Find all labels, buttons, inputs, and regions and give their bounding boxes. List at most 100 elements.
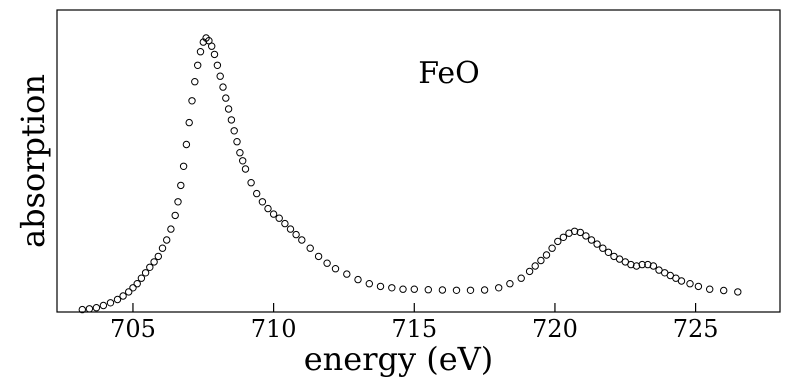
data-point [177,181,185,190]
data-point [365,280,373,288]
x-tick-label: 725 [673,315,719,343]
data-point [253,189,261,198]
data-point [210,50,219,59]
data-point [222,94,230,102]
data-point [241,165,250,173]
data-point [734,288,742,296]
data-point [179,162,188,171]
data-point [150,258,158,266]
data-point [196,48,205,56]
data-point [269,210,278,218]
data-point [216,72,224,80]
data-point [480,286,489,294]
sample-annotation: FeO [418,56,480,91]
data-points [78,34,742,314]
data-point [236,149,244,157]
data-point [106,299,115,307]
data-point [410,285,418,293]
data-point [298,236,306,244]
data-point [167,225,175,233]
plot-area-frame [56,9,781,313]
data-point [495,284,503,292]
data-point [554,237,562,246]
data-point [638,260,646,269]
data-point [314,252,323,261]
data-point [466,286,475,294]
data-point [548,244,556,252]
data-point [133,280,141,288]
data-point [258,198,267,206]
data-point [141,269,150,277]
data-point [125,288,133,296]
data-point [306,244,314,252]
data-point [146,263,154,271]
data-point [247,179,255,187]
data-point [506,280,514,288]
data-point [275,214,283,222]
data-point [720,286,728,295]
x-tick-label: 720 [532,315,578,343]
x-axis-tick-labels: 705 710 715 720 725 [110,315,718,343]
data-point [649,262,658,270]
data-point [292,230,300,239]
data-point [593,240,601,248]
data-point [582,232,590,240]
data-point [163,236,171,244]
x-axis-label: energy (eV) [304,340,494,378]
data-point [354,275,362,284]
data-point [185,118,193,127]
data-point [191,78,199,86]
data-point [576,228,584,237]
x-axis-ticks [132,303,697,312]
data-point [182,140,191,149]
x-tick-label: 715 [391,315,437,343]
data-point [219,83,227,91]
data-point [537,256,545,265]
data-point [686,280,694,288]
data-point [525,267,534,276]
data-point [399,285,407,293]
data-point [331,265,340,273]
data-point [119,292,127,300]
data-point [604,248,613,257]
data-point [281,219,289,228]
data-point [677,277,686,285]
data-point [78,305,87,314]
data-point [517,274,525,282]
data-point [85,305,94,313]
x-tick-label: 710 [251,315,297,343]
data-point [531,262,539,270]
y-axis-label: absorption [14,74,52,248]
data-point [208,42,216,50]
data-point [438,286,447,294]
data-point [154,252,163,261]
data-point [233,138,241,146]
data-point [113,295,122,304]
data-point [224,105,233,113]
data-point [376,282,385,291]
data-point [388,284,396,292]
data-point [343,270,351,278]
data-point [559,233,568,242]
data-point [137,274,146,282]
data-point [171,211,179,220]
data-point [424,286,432,294]
data-point [694,282,703,291]
data-point [452,286,461,294]
data-point [213,61,222,70]
data-point [194,61,202,70]
data-point [615,255,624,263]
data-point [570,227,579,236]
data-point [227,116,236,124]
data-point [99,301,108,310]
x-tick-label: 705 [110,315,156,343]
data-point [706,285,714,293]
data-point [239,157,247,165]
data-point [264,204,272,213]
data-point [587,236,596,244]
data-point [129,284,137,292]
data-point [188,97,196,105]
data-point [92,304,101,312]
data-point [174,198,182,206]
